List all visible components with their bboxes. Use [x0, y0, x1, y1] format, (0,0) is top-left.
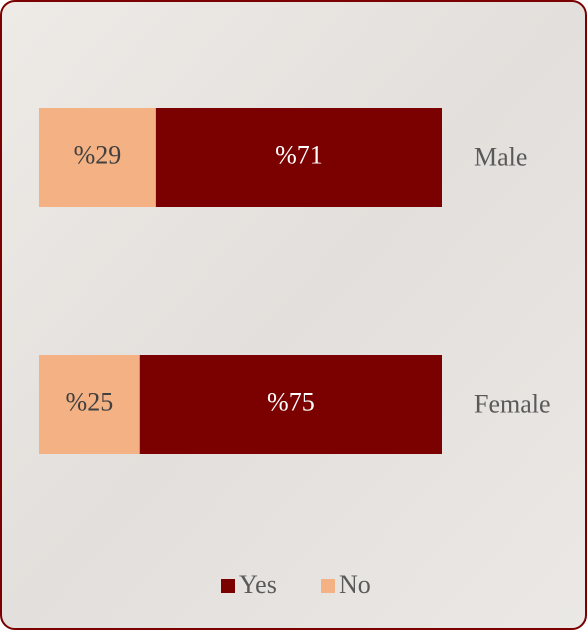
category-label: Male: [474, 142, 527, 171]
legend-label: Yes: [239, 570, 277, 599]
chart-frame: [1, 1, 586, 629]
legend-swatch: [321, 579, 335, 593]
legend-label: No: [339, 570, 371, 599]
value-label: %25: [66, 387, 114, 416]
legend-swatch: [221, 579, 235, 593]
value-label: %71: [275, 140, 323, 169]
page: %29%71Male%25%75FemaleYesNo (() => { con…: [0, 0, 587, 630]
value-label: %29: [74, 140, 122, 169]
value-label: %75: [267, 387, 315, 416]
chart: %29 %71 Male %25 %75 Female Yes No: [0, 0, 587, 630]
category-label: Female: [474, 389, 551, 418]
